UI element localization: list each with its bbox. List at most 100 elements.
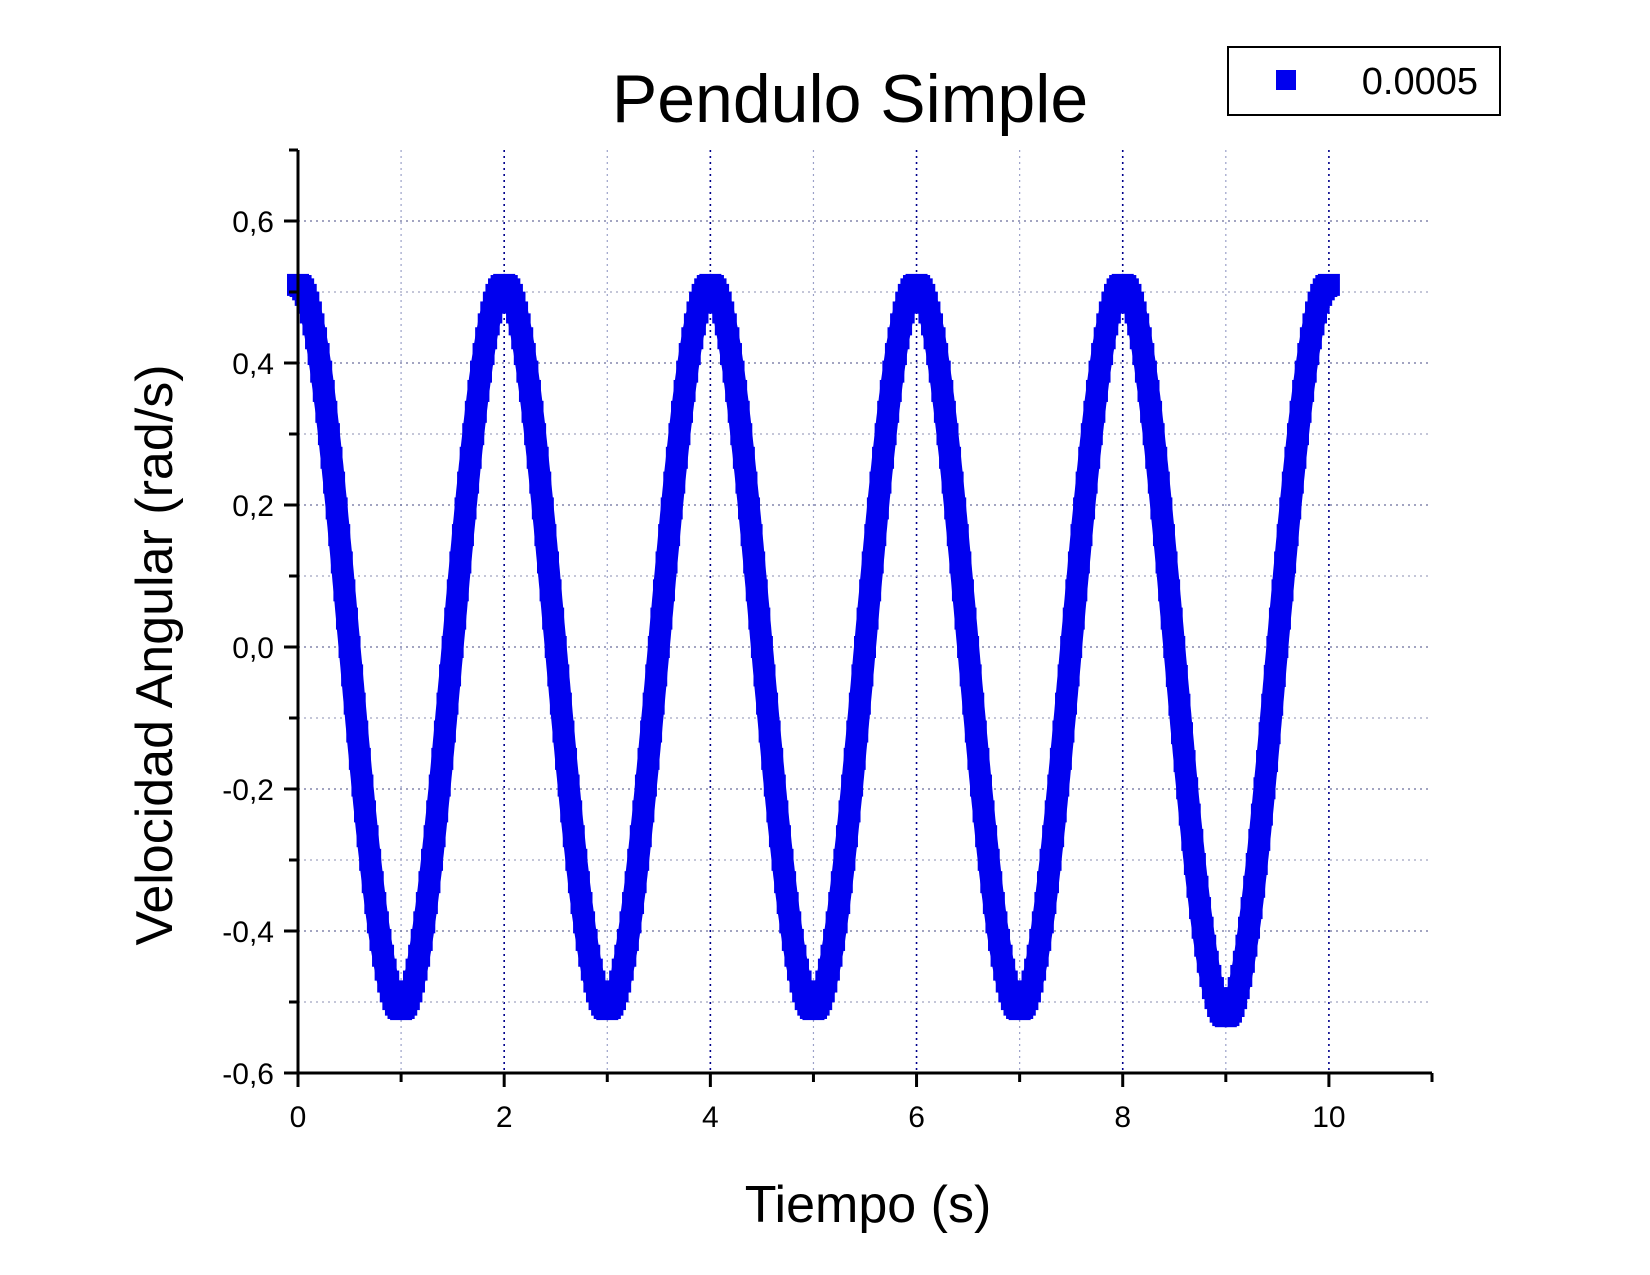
data-point [469,360,492,383]
data-point [1294,360,1317,383]
data-point [874,423,897,446]
data-point [446,579,469,602]
data-point [439,664,462,687]
data-point [549,692,572,715]
data-point [451,524,474,547]
data-point [743,551,766,574]
data-point [750,636,773,658]
data-point [655,551,678,574]
data-point [1085,379,1108,402]
data-point [828,892,851,915]
data-point [732,446,755,469]
data-point [310,360,333,383]
data-point [1147,471,1170,494]
data-point [1039,848,1062,871]
data-point [1160,607,1183,630]
data-point [560,800,583,823]
data-point [926,343,949,366]
data-point [776,892,799,915]
data-point [565,848,588,871]
data-point [348,747,371,770]
data-point [652,579,675,602]
data-point [539,579,562,602]
data-point [328,524,351,547]
chart-title: Pendulo Simple [612,61,1088,137]
data-point [843,747,866,770]
data-point [725,379,748,402]
data-point [722,360,745,383]
data-point [542,607,565,630]
data-point [758,720,781,743]
data-point [768,825,791,848]
data-point [323,471,346,494]
data-point [1286,423,1309,446]
data-point [441,636,464,658]
data-point [1258,722,1281,745]
data-point [436,692,459,715]
y-tick-label: 0,4 [232,348,274,381]
data-point [338,636,361,658]
data-point [982,892,1005,915]
data-point [740,524,763,547]
data-point [882,360,905,383]
data-point [1080,423,1103,446]
data-point [727,400,750,423]
y-tick-label: -0,4 [222,916,274,949]
data-point [928,360,951,383]
data-point [573,911,596,934]
data-point [931,379,954,402]
data-series [287,273,1340,1028]
data-point [1176,777,1199,800]
data-point [1060,636,1083,658]
data-point [1067,551,1090,574]
data-point [333,579,356,602]
data-point [1155,551,1178,574]
data-point [763,774,786,797]
data-point [756,692,779,715]
data-point [879,379,902,402]
y-tick-label: -0,2 [222,774,274,807]
data-point [866,497,889,520]
data-point [936,423,959,446]
data-point [516,360,539,383]
data-point [421,848,444,871]
x-tick-label: 4 [702,1101,719,1134]
data-point [431,747,454,770]
data-point [1052,720,1075,743]
data-point [1073,497,1096,520]
data-point [317,423,340,446]
data-point [513,343,536,366]
data-point [951,579,974,602]
data-point [779,911,802,934]
y-tick-label: -0,6 [222,1058,274,1091]
data-point [977,848,1000,871]
data-point [957,636,980,658]
data-point [1171,722,1194,745]
data-point [555,747,578,770]
data-point [761,747,784,770]
data-point [1181,828,1204,851]
data-point [967,747,990,770]
data-point [825,911,848,934]
data-point [1266,636,1289,658]
data-point [1271,579,1294,602]
data-point [658,524,681,547]
legend-marker [1276,70,1296,90]
data-point [645,664,668,687]
data-point [341,664,364,687]
data-point [1158,579,1181,602]
data-point [1253,777,1276,800]
data-point [1057,664,1080,687]
data-point [1145,446,1168,469]
data-point [627,848,650,871]
data-point [719,343,742,366]
data-point [529,471,552,494]
data-point [622,892,645,915]
data-point [939,446,962,469]
data-point [1268,607,1291,630]
data-point [771,848,794,871]
data-point [1274,551,1297,574]
data-point [972,800,995,823]
data-point [1070,524,1093,547]
